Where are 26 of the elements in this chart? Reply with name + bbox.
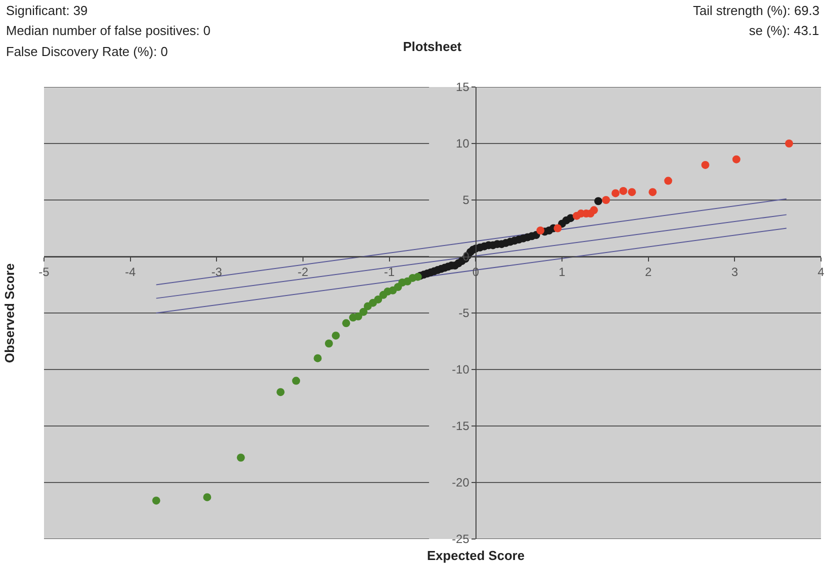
x-tick-label: -5 <box>38 264 50 279</box>
x-tick-label: 2 <box>644 264 652 279</box>
y-tick-label: -10 <box>452 362 470 377</box>
x-tick-label: 3 <box>731 264 738 279</box>
y-tick-label: 15 <box>456 80 470 94</box>
x-tick-label: -2 <box>298 264 309 279</box>
x-tick-label: -4 <box>124 264 136 279</box>
y-tick-label: 10 <box>456 136 470 151</box>
y-tick-label: 5 <box>462 193 470 208</box>
y-tick-label: -5 <box>458 306 470 320</box>
text: se (%): 43.1 <box>749 23 820 38</box>
text: Tail strength (%): 69.3 <box>693 3 820 18</box>
x-tick-label: 4 <box>818 264 825 279</box>
y-tick-label: -25 <box>452 532 470 546</box>
x-tick-label: -3 <box>211 264 222 279</box>
text: False Discovery Rate (%): 0 <box>6 44 168 59</box>
text: Median number of false positives: 0 <box>6 23 210 38</box>
y-tick-label: 0 <box>462 250 470 264</box>
x-tick-label: -1 <box>384 264 395 279</box>
x-tick-label: 1 <box>558 264 566 279</box>
x-axis-title: Expected Score <box>427 548 525 563</box>
chart-title: Plotsheet <box>403 39 462 54</box>
y-tick-label: -20 <box>452 476 470 490</box>
y-tick-label: -15 <box>452 419 470 434</box>
y-axis-title: Observed Score <box>2 263 18 364</box>
text: Significant: 39 <box>6 3 88 18</box>
